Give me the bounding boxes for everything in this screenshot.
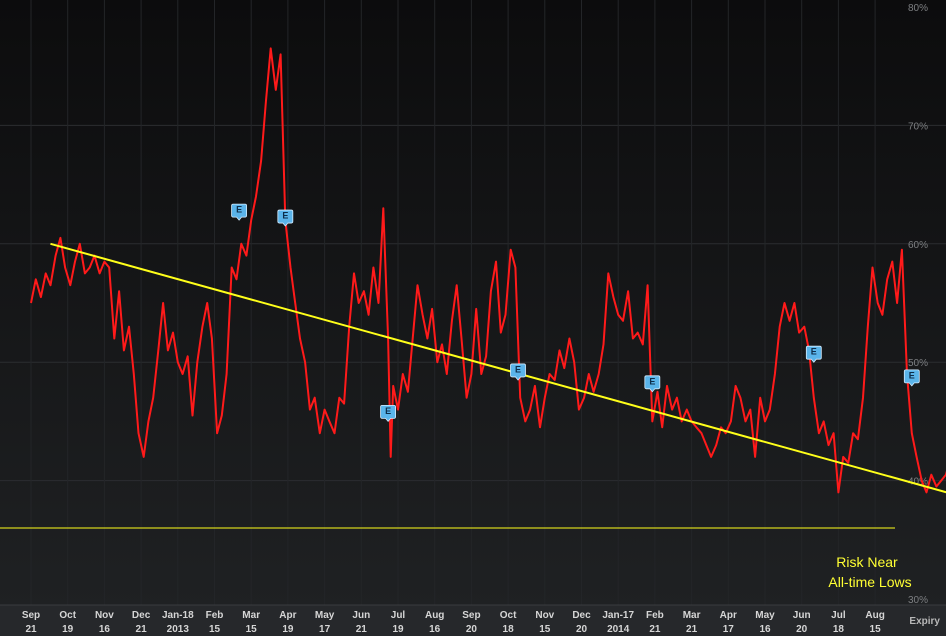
earnings-marker[interactable]: E [903, 369, 920, 387]
earnings-marker-label: E [649, 376, 655, 386]
x-tick-label-day: 17 [723, 624, 735, 635]
x-tick-label-day: 18 [503, 624, 515, 635]
earnings-marker[interactable]: E [277, 209, 294, 227]
y-tick-label: 60% [908, 240, 928, 251]
earnings-marker-badge [510, 363, 526, 381]
x-tick-label-month: Dec [572, 610, 591, 621]
series-line [30, 47, 946, 494]
earnings-marker-badge [231, 203, 247, 221]
x-tick-label-month: Oct [59, 610, 76, 621]
x-tick-label-month: Sep [22, 610, 40, 621]
x-tick-label-month: Mar [242, 610, 260, 621]
earnings-marker[interactable]: E [805, 345, 822, 363]
earnings-marker[interactable]: E [231, 203, 247, 221]
annotation-line-2: All-time Lows [828, 574, 911, 590]
x-tick-label-day: 20 [466, 624, 478, 635]
trendline-layer [50, 242, 946, 494]
x-tick-label-day: 19 [392, 624, 404, 635]
y-tick-label: 80% [908, 3, 928, 14]
earnings-marker[interactable]: E [380, 405, 396, 423]
x-tick-label-month: Nov [95, 610, 114, 621]
earnings-markers: EEEEEEEE [231, 203, 920, 423]
y-axis-ticks: 80% 70% 60% 50% 40% 30% [908, 3, 928, 606]
x-tick-label-month: Apr [720, 610, 737, 621]
earnings-marker-label: E [282, 211, 288, 221]
x-tick-label-month: Aug [865, 610, 884, 621]
x-tick-label-day: 18 [833, 624, 845, 635]
y-tick-label: 50% [908, 358, 928, 369]
x-tick-label-day: 20 [796, 624, 808, 635]
x-axis-ticks: Sep 21 Oct 19 Nov 16 Dec 21 Jan-18 2013 Feb 15 Mar 15… [22, 610, 885, 635]
x-tick-label-month: Jul [831, 610, 846, 621]
x-tick-label-day: 16 [99, 624, 111, 635]
x-tick-label-day: 20 [576, 624, 588, 635]
grid-lines [0, 0, 946, 605]
series-layer [30, 47, 946, 494]
expiry-label: Expiry [909, 616, 940, 627]
earnings-marker-badge [644, 375, 661, 393]
earnings-marker-label: E [909, 370, 915, 380]
x-tick-label-day: 21 [356, 624, 368, 635]
x-tick-label-month: May [315, 610, 335, 621]
earnings-marker-badge [805, 345, 822, 363]
x-tick-label-day: 19 [62, 624, 74, 635]
y-tick-label: 30% [908, 595, 928, 606]
x-tick-label-day: 21 [649, 624, 661, 635]
x-tick-label-month: Mar [683, 610, 701, 621]
x-tick-label-month: Aug [425, 610, 444, 621]
x-tick-label-day: 2014 [607, 624, 630, 635]
x-tick-label-day: 19 [282, 624, 294, 635]
x-tick-label-day: 21 [686, 624, 698, 635]
earnings-marker-label: E [236, 205, 242, 215]
x-tick-label-month: Apr [279, 610, 296, 621]
x-tick-label-day: 16 [759, 624, 771, 635]
x-tick-label-day: 15 [539, 624, 551, 635]
earnings-marker-badge [380, 405, 396, 423]
x-tick-label-day: 21 [136, 624, 148, 635]
x-tick-label-month: Jun [352, 610, 370, 621]
x-tick-label-month: Dec [132, 610, 151, 621]
earnings-marker-label: E [811, 347, 817, 357]
earnings-marker[interactable]: E [644, 375, 661, 393]
x-tick-label-day: 21 [25, 624, 37, 635]
x-axis-band [0, 605, 946, 636]
earnings-marker[interactable]: E [510, 363, 526, 381]
x-tick-label-month: May [755, 610, 775, 621]
x-tick-label-month: Jan-17 [602, 610, 634, 621]
x-tick-label-month: Sep [462, 610, 480, 621]
y-tick-label: 70% [908, 121, 928, 132]
annotation-line-1: Risk Near [836, 554, 898, 570]
x-tick-label-day: 15 [870, 624, 882, 635]
x-tick-label-month: Oct [500, 610, 517, 621]
earnings-marker-label: E [515, 364, 521, 374]
x-tick-label-month: Feb [206, 610, 224, 621]
trendline [50, 242, 946, 494]
x-tick-label-month: Nov [535, 610, 554, 621]
earnings-marker-label: E [385, 406, 391, 416]
x-tick-label-month: Jul [391, 610, 406, 621]
x-tick-label-month: Jan-18 [162, 610, 194, 621]
x-tick-label-day: 16 [429, 624, 441, 635]
earnings-marker-badge [277, 209, 294, 227]
y-tick-label: 40% [908, 477, 928, 488]
x-tick-label-month: Feb [646, 610, 664, 621]
x-tick-label-day: 2013 [167, 624, 190, 635]
x-tick-label-day: 15 [209, 624, 221, 635]
x-tick-label-day: 15 [246, 624, 258, 635]
earnings-marker-badge [903, 369, 920, 387]
x-tick-label-month: Jun [793, 610, 811, 621]
x-tick-label-day: 17 [319, 624, 331, 635]
